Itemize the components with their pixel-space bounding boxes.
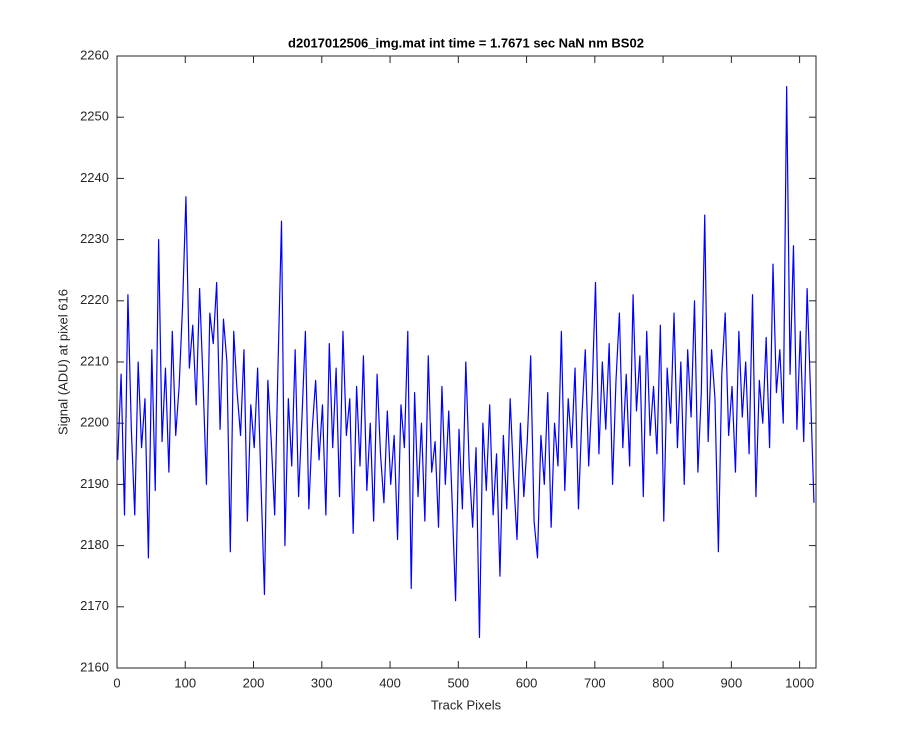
y-tick-label: 2160 <box>80 659 109 674</box>
y-tick-label: 2190 <box>80 476 109 491</box>
x-tick-label: 0 <box>113 675 120 690</box>
y-tick-label: 2210 <box>80 353 109 368</box>
y-tick-label: 2250 <box>80 109 109 124</box>
y-tick-label: 2200 <box>80 415 109 430</box>
x-tick-label: 600 <box>516 675 538 690</box>
x-tick-label: 300 <box>311 675 333 690</box>
y-tick-label: 2230 <box>80 231 109 246</box>
x-tick-label: 900 <box>721 675 743 690</box>
axes-box <box>116 55 817 669</box>
x-tick-label: 400 <box>379 675 401 690</box>
y-tick-label: 2170 <box>80 598 109 613</box>
x-tick-label: 1000 <box>785 675 814 690</box>
x-tick-label: 700 <box>584 675 606 690</box>
x-tick-label: 200 <box>243 675 265 690</box>
y-axis-label: Signal (ADU) at pixel 616 <box>55 289 70 435</box>
x-tick-label: 100 <box>174 675 196 690</box>
chart-title: d2017012506_img.mat int time = 1.7671 se… <box>288 35 644 50</box>
y-tick-label: 2180 <box>80 537 109 552</box>
x-axis-label: Track Pixels <box>431 697 502 712</box>
x-tick-label: 800 <box>652 675 674 690</box>
x-tick-label: 500 <box>447 675 469 690</box>
y-tick-label: 2220 <box>80 292 109 307</box>
data-line <box>117 86 815 638</box>
y-tick-label: 2240 <box>80 170 109 185</box>
y-tick-label: 2260 <box>80 47 109 62</box>
